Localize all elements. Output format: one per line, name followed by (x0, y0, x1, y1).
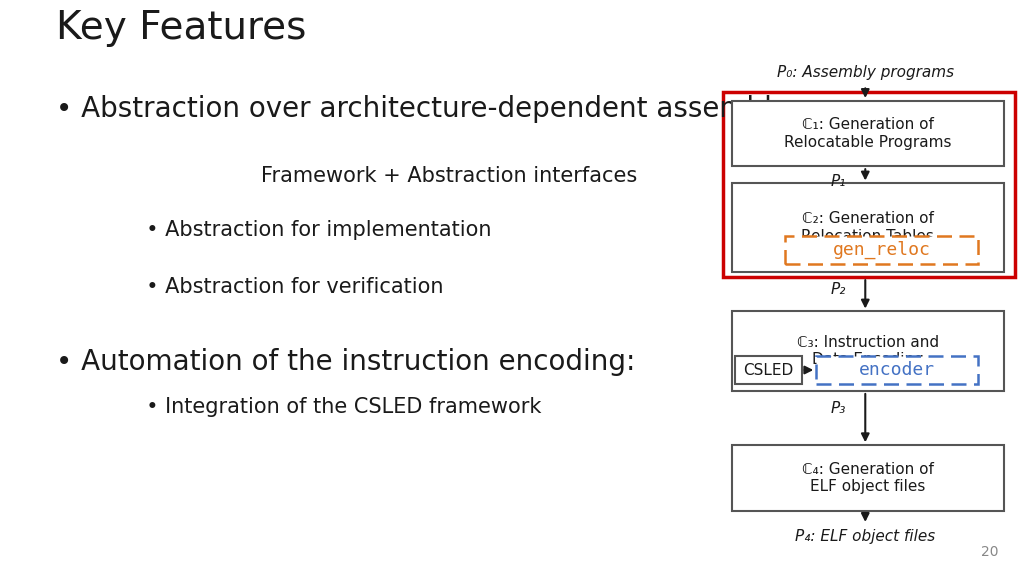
FancyBboxPatch shape (785, 236, 978, 264)
FancyBboxPatch shape (732, 183, 1004, 271)
Text: • Integration of the CSLED framework: • Integration of the CSLED framework (133, 397, 542, 417)
Text: • Abstraction for verification: • Abstraction for verification (133, 277, 443, 297)
Text: ℂ₃: Instruction and
Data Encoding: ℂ₃: Instruction and Data Encoding (797, 335, 939, 367)
FancyBboxPatch shape (732, 445, 1004, 510)
Text: P₄: ELF object files: P₄: ELF object files (796, 529, 935, 544)
Text: ℂ₄: Generation of
ELF object files: ℂ₄: Generation of ELF object files (802, 461, 934, 494)
Text: Framework + Abstraction interfaces: Framework + Abstraction interfaces (261, 166, 637, 186)
Text: P₁: P₁ (830, 173, 846, 188)
Text: P₂: P₂ (830, 282, 846, 297)
Text: • Abstraction for implementation: • Abstraction for implementation (133, 221, 492, 240)
Text: 20: 20 (981, 545, 998, 559)
Text: encoder: encoder (859, 361, 935, 379)
Text: CSLED: CSLED (743, 362, 794, 377)
FancyBboxPatch shape (732, 312, 1004, 391)
Text: ℂ₁: Generation of
Relocatable Programs: ℂ₁: Generation of Relocatable Programs (784, 118, 951, 150)
Text: P₀: Assembly programs: P₀: Assembly programs (777, 65, 953, 80)
FancyBboxPatch shape (816, 356, 978, 384)
Text: gen_reloc: gen_reloc (833, 241, 931, 259)
FancyBboxPatch shape (732, 101, 1004, 166)
Text: • Abstraction over architecture-dependent assembly:: • Abstraction over architecture-dependen… (56, 95, 796, 123)
Text: P₃: P₃ (830, 401, 846, 416)
Text: Key Features: Key Features (56, 9, 307, 47)
Text: • Automation of the instruction encoding:: • Automation of the instruction encoding… (56, 348, 636, 376)
Text: ℂ₂: Generation of
Relocation Tables: ℂ₂: Generation of Relocation Tables (802, 211, 934, 244)
FancyBboxPatch shape (735, 356, 802, 384)
